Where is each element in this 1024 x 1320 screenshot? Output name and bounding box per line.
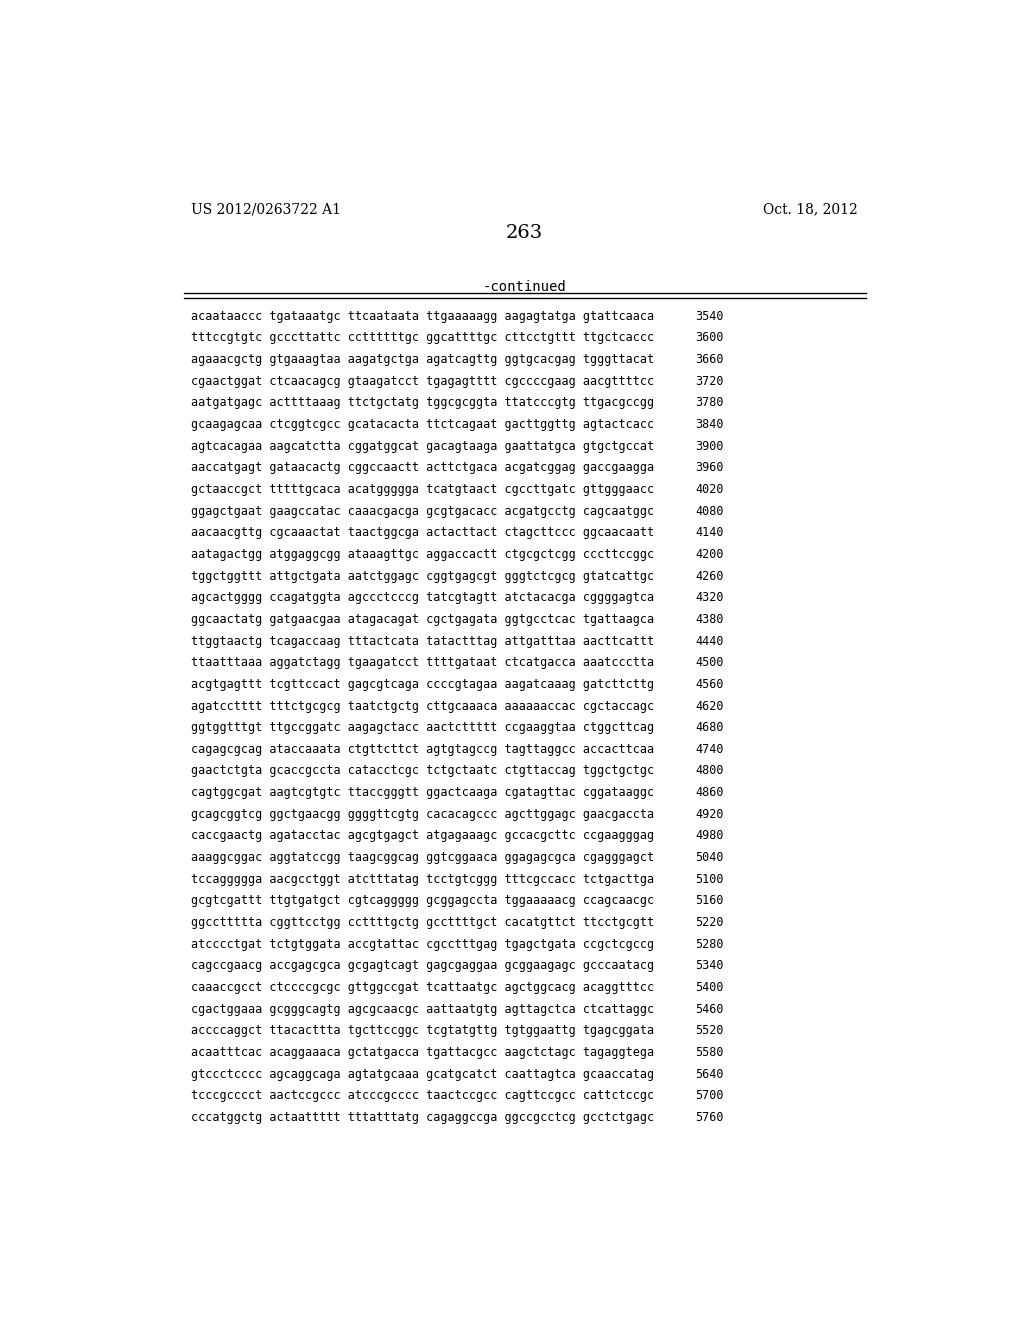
Text: tcccgcccct aactccgccc atcccgcccc taactccgcc cagttccgcc cattctccgc: tcccgcccct aactccgccc atcccgcccc taactcc…: [191, 1089, 654, 1102]
Text: 4020: 4020: [695, 483, 724, 496]
Text: ggcaactatg gatgaacgaa atagacagat cgctgagata ggtgcctcac tgattaagca: ggcaactatg gatgaacgaa atagacagat cgctgag…: [191, 612, 654, 626]
Text: acaatttcac acaggaaaca gctatgacca tgattacgcc aagctctagc tagaggtega: acaatttcac acaggaaaca gctatgacca tgattac…: [191, 1045, 654, 1059]
Text: agtcacagaa aagcatctta cggatggcat gacagtaaga gaattatgca gtgctgccat: agtcacagaa aagcatctta cggatggcat gacagta…: [191, 440, 654, 453]
Text: gcgtcgattt ttgtgatgct cgtcaggggg gcggagccta tggaaaaacg ccagcaacgc: gcgtcgattt ttgtgatgct cgtcaggggg gcggagc…: [191, 895, 654, 907]
Text: 4860: 4860: [695, 787, 724, 799]
Text: 5760: 5760: [695, 1111, 724, 1123]
Text: ttaatttaaa aggatctagg tgaagatcct ttttgataat ctcatgacca aaatccctta: ttaatttaaa aggatctagg tgaagatcct ttttgat…: [191, 656, 654, 669]
Text: aatagactgg atggaggcgg ataaagttgc aggaccactt ctgcgctcgg cccttccggc: aatagactgg atggaggcgg ataaagttgc aggacca…: [191, 548, 654, 561]
Text: tccaggggga aacgcctggt atctttatag tcctgtcggg tttcgccacc tctgacttga: tccaggggga aacgcctggt atctttatag tcctgtc…: [191, 873, 654, 886]
Text: ggccttttta cggttcctgg ccttttgctg gccttttgct cacatgttct ttcctgcgtt: ggccttttta cggttcctgg ccttttgctg gcctttt…: [191, 916, 654, 929]
Text: 4140: 4140: [695, 527, 724, 540]
Text: 3540: 3540: [695, 310, 724, 323]
Text: cgaactggat ctcaacagcg gtaagatcct tgagagtttt cgccccgaag aacgttttcc: cgaactggat ctcaacagcg gtaagatcct tgagagt…: [191, 375, 654, 388]
Text: agatcctttt tttctgcgcg taatctgctg cttgcaaaca aaaaaaccac cgctaccagc: agatcctttt tttctgcgcg taatctgctg cttgcaa…: [191, 700, 654, 713]
Text: 4620: 4620: [695, 700, 724, 713]
Text: 5340: 5340: [695, 960, 724, 973]
Text: 3840: 3840: [695, 418, 724, 432]
Text: 4440: 4440: [695, 635, 724, 648]
Text: gcagcggtcg ggctgaacgg ggggttcgtg cacacagccc agcttggagc gaacgaccta: gcagcggtcg ggctgaacgg ggggttcgtg cacacag…: [191, 808, 654, 821]
Text: US 2012/0263722 A1: US 2012/0263722 A1: [191, 202, 341, 216]
Text: 5400: 5400: [695, 981, 724, 994]
Text: aaaggcggac aggtatccgg taagcggcag ggtcggaaca ggagagcgca cgagggagct: aaaggcggac aggtatccgg taagcggcag ggtcgga…: [191, 851, 654, 865]
Text: 3960: 3960: [695, 462, 724, 474]
Text: 3600: 3600: [695, 331, 724, 345]
Text: 4500: 4500: [695, 656, 724, 669]
Text: 3780: 3780: [695, 396, 724, 409]
Text: 4260: 4260: [695, 570, 724, 582]
Text: 4740: 4740: [695, 743, 724, 756]
Text: cagagcgcag ataccaaata ctgttcttct agtgtagccg tagttaggcc accacttcaa: cagagcgcag ataccaaata ctgttcttct agtgtag…: [191, 743, 654, 756]
Text: aacaacgttg cgcaaactat taactggcga actacttact ctagcttccc ggcaacaatt: aacaacgttg cgcaaactat taactggcga actactt…: [191, 527, 654, 540]
Text: 5460: 5460: [695, 1003, 724, 1015]
Text: atcccctgat tctgtggata accgtattac cgcctttgag tgagctgata ccgctcgccg: atcccctgat tctgtggata accgtattac cgccttt…: [191, 937, 654, 950]
Text: cgactggaaa gcgggcagtg agcgcaacgc aattaatgtg agttagctca ctcattaggc: cgactggaaa gcgggcagtg agcgcaacgc aattaat…: [191, 1003, 654, 1015]
Text: 4980: 4980: [695, 829, 724, 842]
Text: 4080: 4080: [695, 504, 724, 517]
Text: gcaagagcaa ctcggtcgcc gcatacacta ttctcagaat gacttggttg agtactcacc: gcaagagcaa ctcggtcgcc gcatacacta ttctcag…: [191, 418, 654, 432]
Text: acgtgagttt tcgttccact gagcgtcaga ccccgtagaa aagatcaaag gatcttcttg: acgtgagttt tcgttccact gagcgtcaga ccccgta…: [191, 678, 654, 690]
Text: 4920: 4920: [695, 808, 724, 821]
Text: cagccgaacg accgagcgca gcgagtcagt gagcgaggaa gcggaagagc gcccaatacg: cagccgaacg accgagcgca gcgagtcagt gagcgag…: [191, 960, 654, 973]
Text: 3660: 3660: [695, 354, 724, 366]
Text: ggtggtttgt ttgccggatc aagagctacc aactcttttt ccgaaggtaa ctggcttcag: ggtggtttgt ttgccggatc aagagctacc aactctt…: [191, 721, 654, 734]
Text: ggagctgaat gaagccatac caaacgacga gcgtgacacc acgatgcctg cagcaatggc: ggagctgaat gaagccatac caaacgacga gcgtgac…: [191, 504, 654, 517]
Text: 4800: 4800: [695, 764, 724, 777]
Text: gtccctcccc agcaggcaga agtatgcaaa gcatgcatct caattagtca gcaaccatag: gtccctcccc agcaggcaga agtatgcaaa gcatgca…: [191, 1068, 654, 1081]
Text: 5520: 5520: [695, 1024, 724, 1038]
Text: Oct. 18, 2012: Oct. 18, 2012: [763, 202, 858, 216]
Text: tggctggttt attgctgata aatctggagc cggtgagcgt gggtctcgcg gtatcattgc: tggctggttt attgctgata aatctggagc cggtgag…: [191, 570, 654, 582]
Text: aatgatgagc acttttaaag ttctgctatg tggcgcggta ttatcccgtg ttgacgccgg: aatgatgagc acttttaaag ttctgctatg tggcgcg…: [191, 396, 654, 409]
Text: 4680: 4680: [695, 721, 724, 734]
Text: cccatggctg actaattttt tttatttatg cagaggccga ggccgcctcg gcctctgagc: cccatggctg actaattttt tttatttatg cagaggc…: [191, 1111, 654, 1123]
Text: gaactctgta gcaccgccta catacctcgc tctgctaatc ctgttaccag tggctgctgc: gaactctgta gcaccgccta catacctcgc tctgcta…: [191, 764, 654, 777]
Text: tttccgtgtc gcccttattc ccttttttgc ggcattttgc cttcctgttt ttgctcaccc: tttccgtgtc gcccttattc ccttttttgc ggcattt…: [191, 331, 654, 345]
Text: 5220: 5220: [695, 916, 724, 929]
Text: caaaccgcct ctccccgcgc gttggccgat tcattaatgc agctggcacg acaggtttcc: caaaccgcct ctccccgcgc gttggccgat tcattaa…: [191, 981, 654, 994]
Text: 4200: 4200: [695, 548, 724, 561]
Text: 4380: 4380: [695, 612, 724, 626]
Text: agcactgggg ccagatggta agccctcccg tatcgtagtt atctacacga cggggagtca: agcactgggg ccagatggta agccctcccg tatcgta…: [191, 591, 654, 605]
Text: acaataaccc tgataaatgc ttcaataata ttgaaaaagg aagagtatga gtattcaaca: acaataaccc tgataaatgc ttcaataata ttgaaaa…: [191, 310, 654, 323]
Text: accccaggct ttacacttta tgcttccggc tcgtatgttg tgtggaattg tgagcggata: accccaggct ttacacttta tgcttccggc tcgtatg…: [191, 1024, 654, 1038]
Text: 4560: 4560: [695, 678, 724, 690]
Text: 5700: 5700: [695, 1089, 724, 1102]
Text: 5040: 5040: [695, 851, 724, 865]
Text: 5580: 5580: [695, 1045, 724, 1059]
Text: 3720: 3720: [695, 375, 724, 388]
Text: gctaaccgct tttttgcaca acatggggga tcatgtaact cgccttgatc gttgggaacc: gctaaccgct tttttgcaca acatggggga tcatgta…: [191, 483, 654, 496]
Text: cagtggcgat aagtcgtgtc ttaccgggtt ggactcaaga cgatagttac cggataaggc: cagtggcgat aagtcgtgtc ttaccgggtt ggactca…: [191, 787, 654, 799]
Text: 5280: 5280: [695, 937, 724, 950]
Text: 5100: 5100: [695, 873, 724, 886]
Text: 4320: 4320: [695, 591, 724, 605]
Text: agaaacgctg gtgaaagtaa aagatgctga agatcagttg ggtgcacgag tgggttacat: agaaacgctg gtgaaagtaa aagatgctga agatcag…: [191, 354, 654, 366]
Text: 5640: 5640: [695, 1068, 724, 1081]
Text: 3900: 3900: [695, 440, 724, 453]
Text: aaccatgagt gataacactg cggccaactt acttctgaca acgatcggag gaccgaagga: aaccatgagt gataacactg cggccaactt acttctg…: [191, 462, 654, 474]
Text: ttggtaactg tcagaccaag tttactcata tatactttag attgatttaa aacttcattt: ttggtaactg tcagaccaag tttactcata tatactt…: [191, 635, 654, 648]
Text: caccgaactg agatacctac agcgtgagct atgagaaagc gccacgcttc ccgaagggag: caccgaactg agatacctac agcgtgagct atgagaa…: [191, 829, 654, 842]
Text: 263: 263: [506, 224, 544, 243]
Text: -continued: -continued: [483, 280, 566, 294]
Text: 5160: 5160: [695, 895, 724, 907]
